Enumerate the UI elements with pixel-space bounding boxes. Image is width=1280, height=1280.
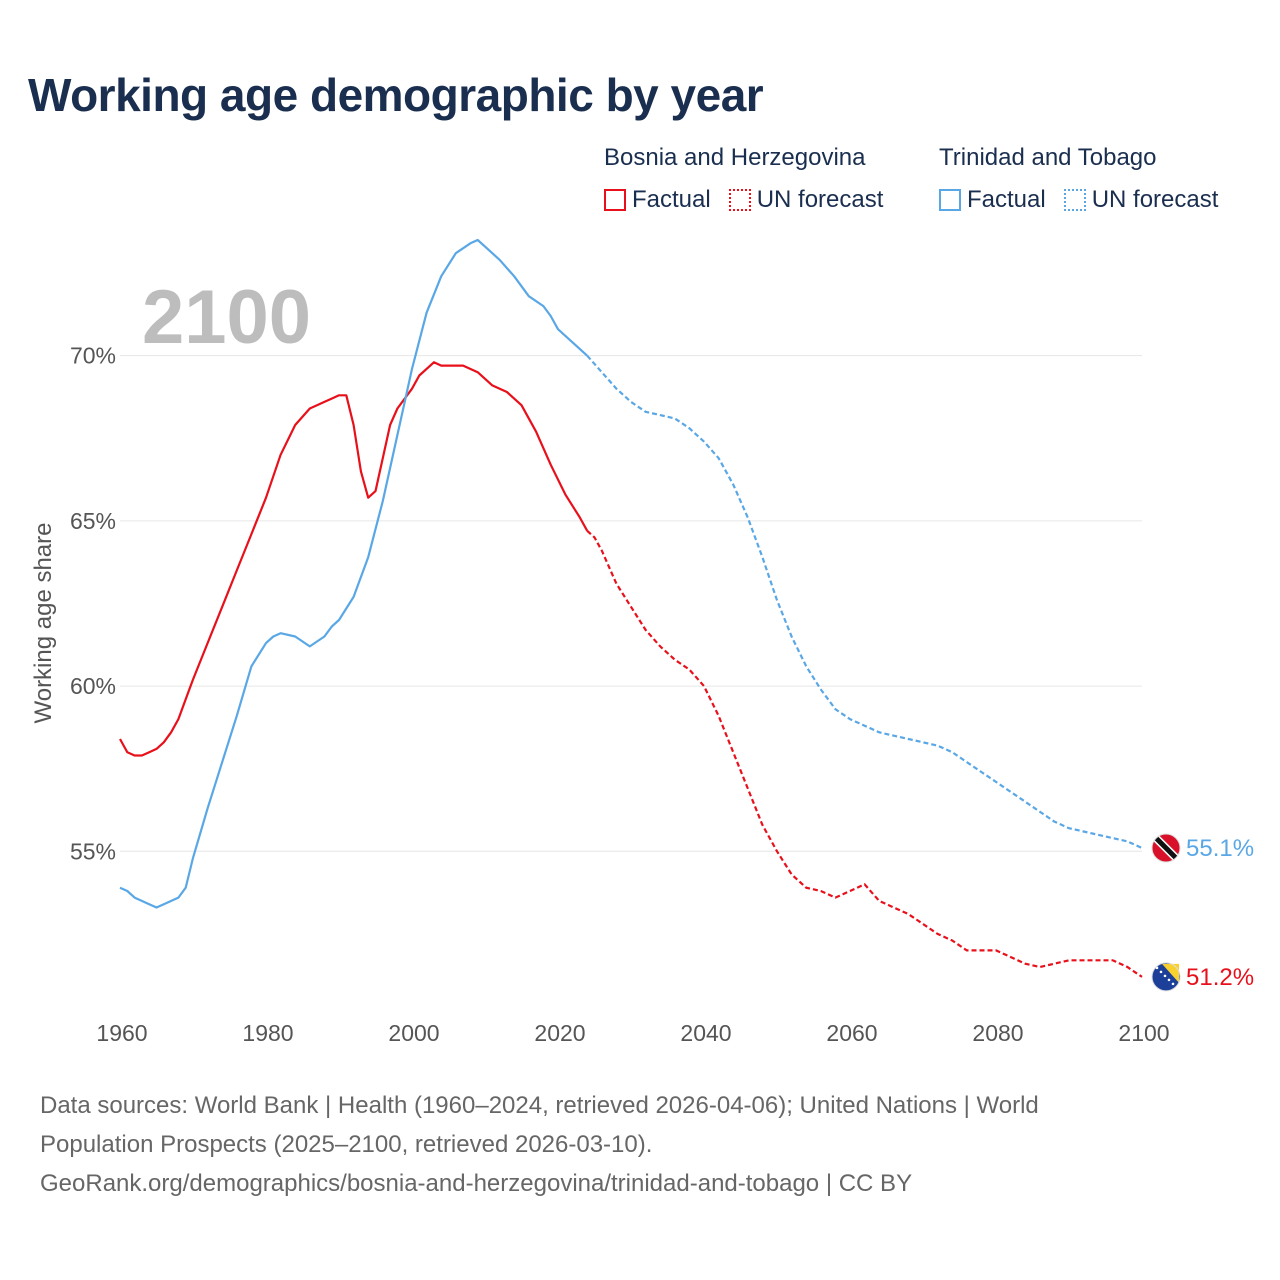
flag-triangle — [1162, 963, 1179, 983]
legend-group-title: Trinidad and Tobago — [939, 144, 1157, 171]
end-label-layer: 51.2% 55.1% — [1151, 833, 1254, 992]
footer-line: Population Prospects (2025–2100, retriev… — [40, 1131, 653, 1158]
legend-swatch-dotted — [728, 189, 751, 211]
series-line-trinidad-factual — [119, 238, 588, 909]
legend-swatch-dotted — [1063, 189, 1086, 211]
x-tick-label: 1960 — [96, 1020, 147, 1046]
x-tick-layer: 1960 1980 2000 2020 2040 2060 2080 2100 — [96, 1020, 1169, 1046]
legend-item-forecast[interactable]: UN forecast — [1063, 186, 1219, 214]
x-tick-label: 2020 — [534, 1020, 585, 1046]
bosnia-flag-icon — [1151, 962, 1181, 992]
y-tick-label: 65% — [70, 508, 116, 534]
flag-outline — [1151, 962, 1181, 992]
footer: Data sources: World Bank | Health (1960–… — [40, 1086, 1240, 1203]
flag-star — [1159, 970, 1163, 974]
y-tick-label: 55% — [70, 838, 116, 864]
series-layer — [119, 238, 1143, 978]
chart-title: Working age demographic by year — [28, 69, 764, 121]
series-line-bosnia-factual — [119, 361, 589, 757]
flag-stripe-black — [1154, 836, 1178, 860]
legend-label: Factual — [632, 186, 711, 213]
footer-line: Data sources: World Bank | Health (1960–… — [40, 1092, 1039, 1119]
y-tick-layer: 55% 60% 65% 70% — [70, 343, 116, 865]
legend-group-bosnia: Bosnia and Herzegovina Factual UN foreca… — [604, 144, 883, 214]
legend-label: Factual — [967, 186, 1046, 213]
series-line-bosnia-forecast — [586, 529, 1143, 978]
legend-group-trinidad: Trinidad and Tobago Factual UN forecast — [939, 144, 1218, 214]
flag-outline — [1151, 833, 1181, 863]
end-value-label-trinidad: 55.1% — [1186, 835, 1254, 862]
legend-label: UN forecast — [1091, 186, 1219, 213]
y-tick-label: 70% — [70, 343, 116, 369]
y-axis-label: Working age share — [30, 523, 57, 724]
x-tick-label: 2060 — [826, 1020, 877, 1046]
legend-item-factual[interactable]: Factual — [939, 186, 1046, 214]
flag-star — [1167, 978, 1171, 982]
flag-star — [1163, 974, 1167, 978]
end-value-label-bosnia: 51.2% — [1186, 964, 1254, 991]
legend-label: UN forecast — [756, 186, 884, 213]
x-tick-label: 2080 — [972, 1020, 1023, 1046]
legend-item-factual[interactable]: Factual — [604, 186, 711, 214]
series-line-trinidad-forecast — [586, 354, 1143, 850]
x-tick-label: 2000 — [388, 1020, 439, 1046]
x-tick-label: 2040 — [680, 1020, 731, 1046]
flag-star — [1171, 982, 1175, 986]
footer-line: GeoRank.org/demographics/bosnia-and-herz… — [40, 1170, 913, 1197]
legend-group-title: Bosnia and Herzegovina — [604, 144, 866, 171]
legend-swatch-solid — [939, 189, 961, 211]
grid-layer — [120, 355, 1142, 852]
y-tick-label: 60% — [70, 673, 116, 699]
x-tick-label: 1980 — [242, 1020, 293, 1046]
trinidad-flag-icon — [1151, 833, 1181, 863]
legend-item-forecast[interactable]: UN forecast — [728, 186, 884, 214]
line-chart: 2100 Working age share 55% 60% 65% 70% 1960… — [30, 238, 1254, 1046]
legend-swatch-solid — [604, 189, 626, 211]
x-tick-label: 2100 — [1118, 1020, 1169, 1046]
year-watermark: 2100 — [142, 275, 311, 360]
